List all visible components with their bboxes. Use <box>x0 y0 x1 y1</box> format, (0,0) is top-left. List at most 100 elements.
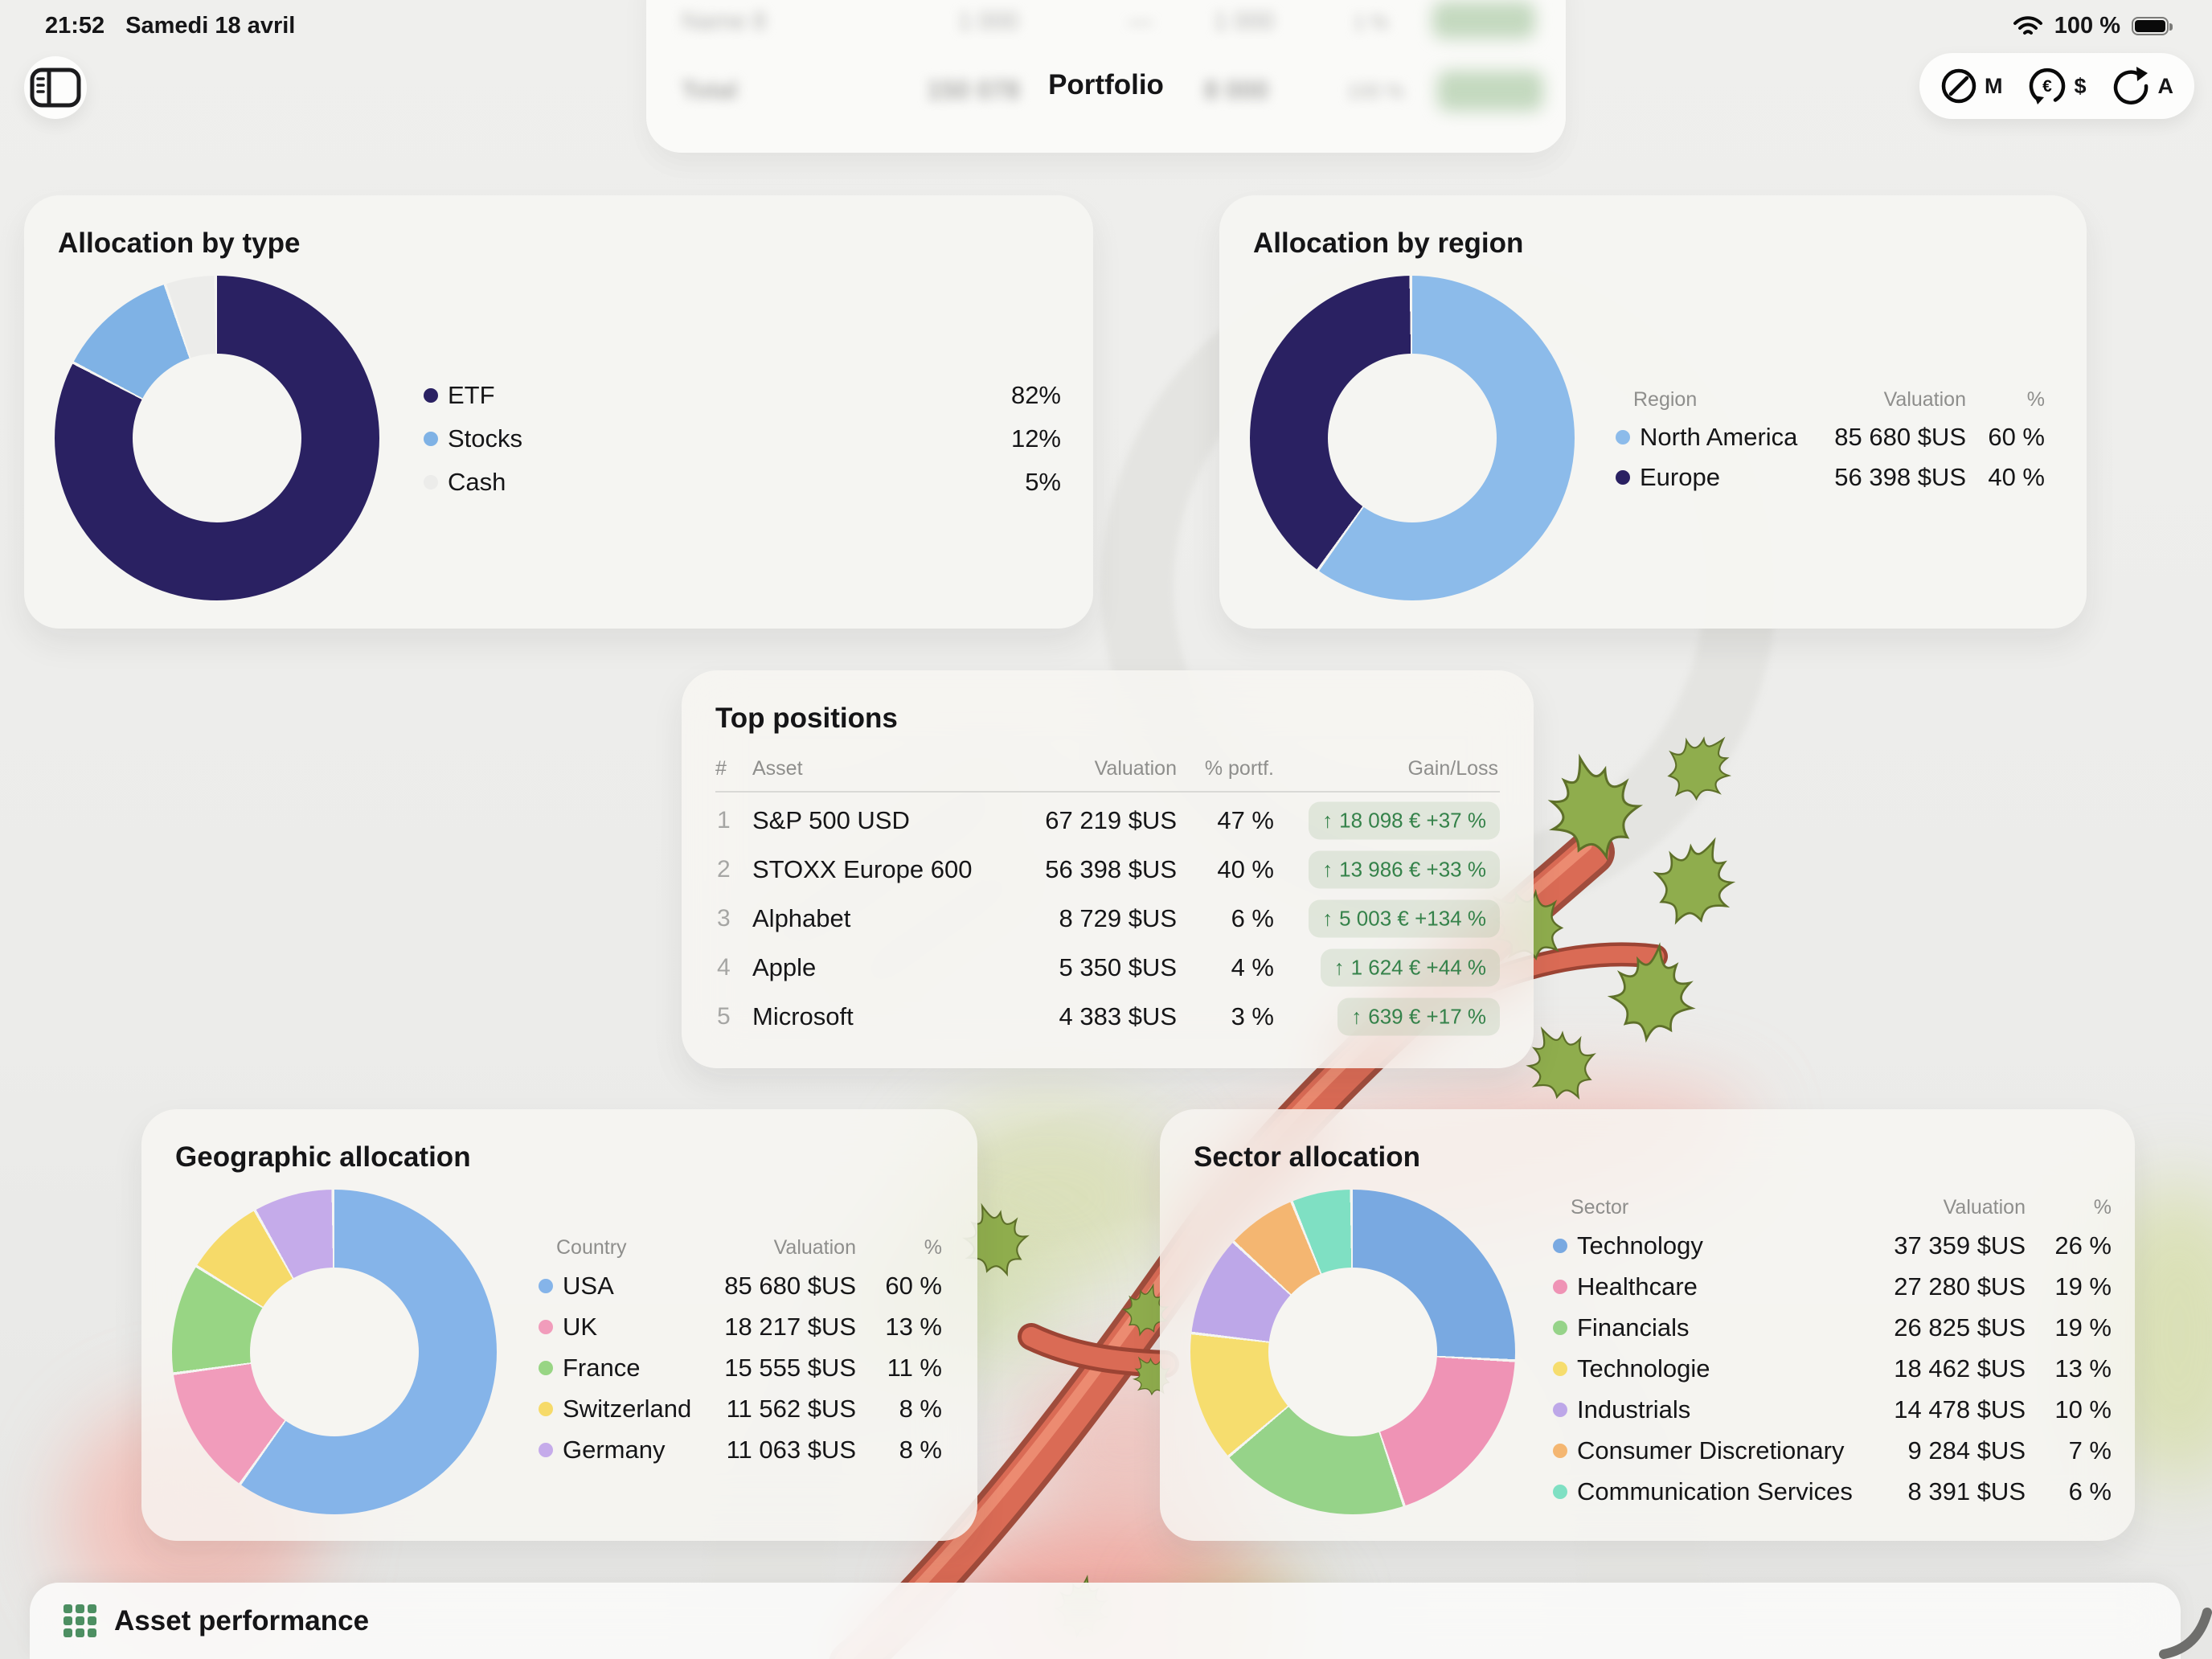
currency-convert-button[interactable]: € $ <box>2028 67 2087 105</box>
sidebar-icon <box>30 68 81 108</box>
allocation-region-donut-chart <box>1250 276 1575 600</box>
legend-dot <box>1553 1443 1567 1458</box>
table-header: Sector Valuation % <box>1553 1190 2112 1225</box>
row-value: 82% <box>1010 381 1061 409</box>
column-header: Sector <box>1571 1196 1629 1219</box>
table-row: Technology 37 359 $US 26 % <box>1553 1225 2112 1266</box>
column-header: Gain/Loss <box>1407 757 1498 780</box>
blurred-cell: Name 8 <box>682 8 767 35</box>
column-header: % portf. <box>1204 757 1274 780</box>
row-rank: 4 <box>717 954 731 981</box>
row-percent: 13 % <box>885 1312 942 1341</box>
asset-name: Apple <box>752 953 817 981</box>
status-bar-left: 21:52 Samedi 18 avril <box>45 13 316 39</box>
asset-valuation: 4 383 $US <box>1059 1002 1178 1030</box>
row-rank: 1 <box>717 807 731 834</box>
asset-performance-section-header[interactable]: Asset performance <box>30 1583 2181 1659</box>
card-geographic-allocation: Geographic allocation Country Valuation … <box>141 1109 977 1541</box>
table-row: Financials 26 825 $US 19 % <box>1553 1307 2112 1348</box>
battery-percent: 100 % <box>2054 13 2120 39</box>
row-valuation: 18 462 $US <box>1894 1354 2026 1382</box>
sidebar-toggle-button[interactable] <box>24 56 87 119</box>
svg-text:€: € <box>2043 77 2053 96</box>
legend-dot <box>1553 1238 1567 1253</box>
legend-dot <box>1553 1279 1567 1294</box>
legend-dot <box>539 1401 553 1416</box>
legend-dot <box>539 1319 553 1334</box>
row-percent: 40 % <box>1988 463 2045 491</box>
row-rank: 2 <box>717 856 731 883</box>
table-row: Communication Services 8 391 $US 6 % <box>1553 1471 2112 1512</box>
button-label: $ <box>2074 73 2087 98</box>
row-percent: 13 % <box>2054 1354 2112 1382</box>
card-allocation-by-type: Allocation by type ETF 82% Stocks 12% Cash 5% <box>24 195 1093 629</box>
column-header: Valuation <box>1094 757 1177 780</box>
row-label: Communication Services <box>1577 1477 1853 1505</box>
row-valuation: 56 398 $US <box>1834 463 1966 491</box>
row-percent: 60 % <box>885 1271 942 1300</box>
row-valuation: 85 680 $US <box>724 1271 856 1300</box>
allocation-type-donut-chart <box>55 276 379 600</box>
legend-dot <box>1616 430 1630 444</box>
wifi-icon <box>2013 15 2042 35</box>
legend-dot <box>539 1278 553 1293</box>
table-row[interactable]: 4 Apple 5 350 $US 4 % ↑ 1 624 € +44 % <box>715 944 1500 993</box>
row-label: Stocks <box>448 424 523 453</box>
gain-loss-badge: ↑ 18 098 € +37 % <box>1309 801 1500 840</box>
row-percent: 8 % <box>899 1394 942 1423</box>
table-row: Switzerland 11 562 $US 8 % <box>539 1388 942 1429</box>
row-label: Switzerland <box>563 1394 692 1423</box>
sector-table: Sector Valuation % Technology 37 359 $US 2… <box>1553 1190 2112 1512</box>
table-row: Europe 56 398 $US 40 % <box>1616 457 2045 498</box>
row-label: UK <box>563 1312 598 1341</box>
divider <box>715 791 1500 793</box>
table-row: UK 18 217 $US 13 % <box>539 1306 942 1347</box>
row-valuation: 37 359 $US <box>1894 1231 2026 1260</box>
geo-table: Country Valuation % USA 85 680 $US 60 % UK 1… <box>539 1230 942 1470</box>
asset-valuation: 56 398 $US <box>1045 855 1177 883</box>
mask-values-button[interactable]: M <box>1940 68 2003 104</box>
asset-portfolio-pct: 47 % <box>1217 806 1274 834</box>
up-arrow-icon: ↑ <box>1322 808 1333 833</box>
row-percent: 7 % <box>2068 1436 2112 1464</box>
section-title: Asset performance <box>114 1604 370 1636</box>
table-row: Cash 5% <box>424 461 1061 504</box>
column-header: % <box>2093 1196 2112 1219</box>
column-header: # <box>715 757 727 780</box>
gain-loss-value: 639 € +17 % <box>1368 1004 1486 1029</box>
table-row[interactable]: 3 Alphabet 8 729 $US 6 % ↑ 5 003 € +134 % <box>715 895 1500 944</box>
asset-portfolio-pct: 4 % <box>1231 953 1274 981</box>
row-valuation: 14 478 $US <box>1894 1395 2026 1423</box>
button-label: M <box>1985 73 2003 98</box>
table-row[interactable]: 2 STOXX Europe 600 56 398 $US 40 % ↑ 13 986 €… <box>715 846 1500 895</box>
geographic-donut-chart <box>172 1190 497 1514</box>
blurred-gain-badge <box>1432 2 1535 39</box>
row-rank: 3 <box>717 905 731 932</box>
row-label: Technologie <box>1577 1354 1710 1382</box>
type-legend: ETF 82% Stocks 12% Cash 5% <box>424 374 1061 504</box>
table-row[interactable]: 5 Microsoft 4 383 $US 3 % ↑ 639 € +17 % <box>715 993 1500 1042</box>
column-header: % <box>2026 388 2045 411</box>
row-label: Healthcare <box>1577 1272 1698 1301</box>
column-header: Region <box>1633 388 1698 411</box>
status-bar-right: 100 % <box>2013 13 2173 39</box>
table-row: France 15 555 $US 11 % <box>539 1347 942 1388</box>
asset-name: S&P 500 USD <box>752 806 910 834</box>
table-row[interactable]: 1 S&P 500 USD 67 219 $US 47 % ↑ 18 098 € +37 … <box>715 797 1500 846</box>
gain-loss-value: 5 003 € +134 % <box>1339 906 1486 931</box>
corner-stroke-decoration <box>2159 1608 2212 1659</box>
asset-name: Alphabet <box>752 904 851 932</box>
row-valuation: 11 063 $US <box>726 1435 856 1464</box>
clock: 21:52 <box>45 13 105 39</box>
up-arrow-icon: ↑ <box>1322 857 1333 882</box>
gain-loss-badge: ↑ 13 986 € +33 % <box>1309 850 1500 889</box>
card-title: Allocation by type <box>58 227 301 259</box>
card-title: Sector allocation <box>1194 1141 1421 1173</box>
row-percent: 19 % <box>2054 1272 2112 1301</box>
row-label: North America <box>1640 423 1798 451</box>
card-title: Allocation by region <box>1253 227 1524 259</box>
legend-dot <box>539 1360 553 1375</box>
table-row: Technologie 18 462 $US 13 % <box>1553 1348 2112 1389</box>
refresh-button[interactable]: A <box>2112 67 2173 105</box>
grid-icon <box>63 1604 96 1637</box>
